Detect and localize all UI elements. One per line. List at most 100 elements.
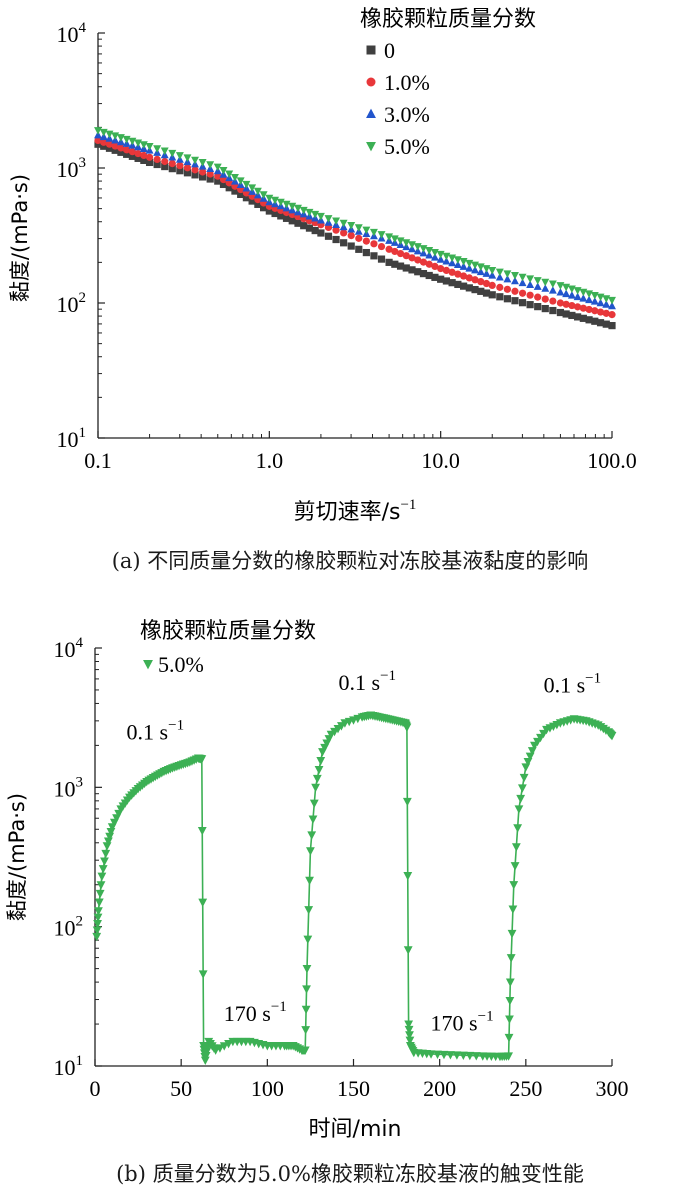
- data-point: [100, 138, 108, 146]
- series-0: [94, 140, 616, 330]
- annotation-label: 170 s−1: [431, 1008, 494, 1035]
- data-point: [608, 301, 616, 310]
- data-point: [465, 259, 474, 268]
- data-point: [105, 140, 114, 148]
- data-point: [161, 162, 169, 171]
- data-point: [608, 322, 616, 330]
- data-point: [259, 191, 268, 199]
- data-point: [541, 278, 550, 287]
- data-point: [419, 245, 428, 253]
- data-point: [231, 187, 239, 195]
- data-point: [602, 300, 611, 308]
- x-tick-label: 300: [596, 1076, 629, 1101]
- data-point: [585, 295, 594, 304]
- series-5.0%: [94, 127, 616, 305]
- data-point: [123, 146, 131, 154]
- y-axis-title: 黏度/(mPa·s): [5, 793, 29, 921]
- data-point: [339, 219, 348, 228]
- data-point: [377, 242, 386, 251]
- data-point: [562, 283, 571, 292]
- data-point: [458, 1051, 468, 1061]
- data-point: [117, 148, 125, 156]
- data-point: [168, 149, 177, 158]
- data-point: [548, 280, 557, 289]
- data-point: [448, 268, 456, 276]
- data-point: [562, 289, 571, 298]
- data-point: [332, 217, 341, 226]
- x-tick-label: 0.1: [84, 448, 112, 473]
- data-point: [254, 200, 262, 208]
- data-point: [541, 304, 549, 313]
- data-point: [510, 862, 520, 871]
- legend-label: 5.0%: [384, 134, 430, 159]
- y-tick-label: 104: [54, 635, 84, 662]
- data-point: [377, 255, 386, 263]
- data-point: [265, 194, 274, 203]
- data-point: [526, 280, 535, 289]
- y-tick-label: 104: [57, 20, 87, 47]
- data-point: [92, 932, 102, 942]
- data-point: [505, 978, 515, 987]
- data-point: [191, 171, 199, 179]
- data-point: [465, 264, 474, 272]
- data-point: [139, 141, 148, 149]
- data-point: [304, 906, 314, 915]
- data-point: [425, 250, 434, 259]
- data-point: [568, 311, 576, 320]
- data-point: [206, 175, 214, 183]
- data-point: [519, 773, 529, 783]
- data-point: [517, 784, 527, 793]
- data-point: [526, 291, 534, 299]
- data-point: [305, 876, 314, 886]
- data-point: [183, 154, 192, 162]
- data-point: [96, 881, 106, 890]
- data-point: [122, 135, 131, 144]
- data-point: [574, 303, 582, 311]
- data-point: [482, 269, 491, 277]
- data-point: [548, 286, 557, 294]
- legend-label: 5.0%: [158, 652, 204, 677]
- data-point: [509, 881, 519, 890]
- data-point: [579, 294, 588, 302]
- caption-panel-b: (b) 质量分数为5.0%橡胶颗粒冻胶基液的触变性能: [116, 1162, 584, 1186]
- data-point: [230, 173, 239, 182]
- data-point: [482, 289, 491, 297]
- data-point: [477, 278, 485, 286]
- data-point: [471, 261, 480, 270]
- data-point: [503, 270, 512, 278]
- x-tick-label: 100: [251, 1076, 284, 1101]
- data-point: [176, 162, 184, 170]
- data-point: [446, 1051, 455, 1060]
- data-point: [355, 245, 363, 253]
- data-point: [324, 215, 333, 223]
- legend-label: 0: [384, 38, 395, 63]
- data-point: [476, 263, 485, 271]
- data-point: [442, 256, 451, 265]
- data-point: [111, 132, 120, 140]
- data-point: [442, 266, 450, 275]
- legend-marker: [366, 45, 376, 55]
- data-point: [526, 275, 535, 283]
- data-point: [513, 824, 523, 833]
- data-point: [213, 163, 222, 172]
- data-point: [265, 207, 273, 215]
- data-point: [496, 293, 504, 301]
- data-point: [439, 1050, 449, 1060]
- data-point: [248, 197, 256, 205]
- data-point: [191, 156, 199, 165]
- data-point: [128, 137, 137, 146]
- data-point: [354, 224, 363, 232]
- data-point: [419, 270, 428, 278]
- data-point: [316, 212, 325, 221]
- data-point: [307, 831, 317, 840]
- data-point: [206, 161, 215, 169]
- data-point: [105, 130, 114, 139]
- data-point: [385, 233, 394, 241]
- x-axis-title: 时间/min: [309, 1117, 402, 1142]
- data-point: [370, 240, 378, 248]
- data-point: [506, 954, 516, 963]
- data-point: [533, 282, 542, 290]
- data-point: [503, 274, 512, 283]
- data-point: [311, 783, 320, 793]
